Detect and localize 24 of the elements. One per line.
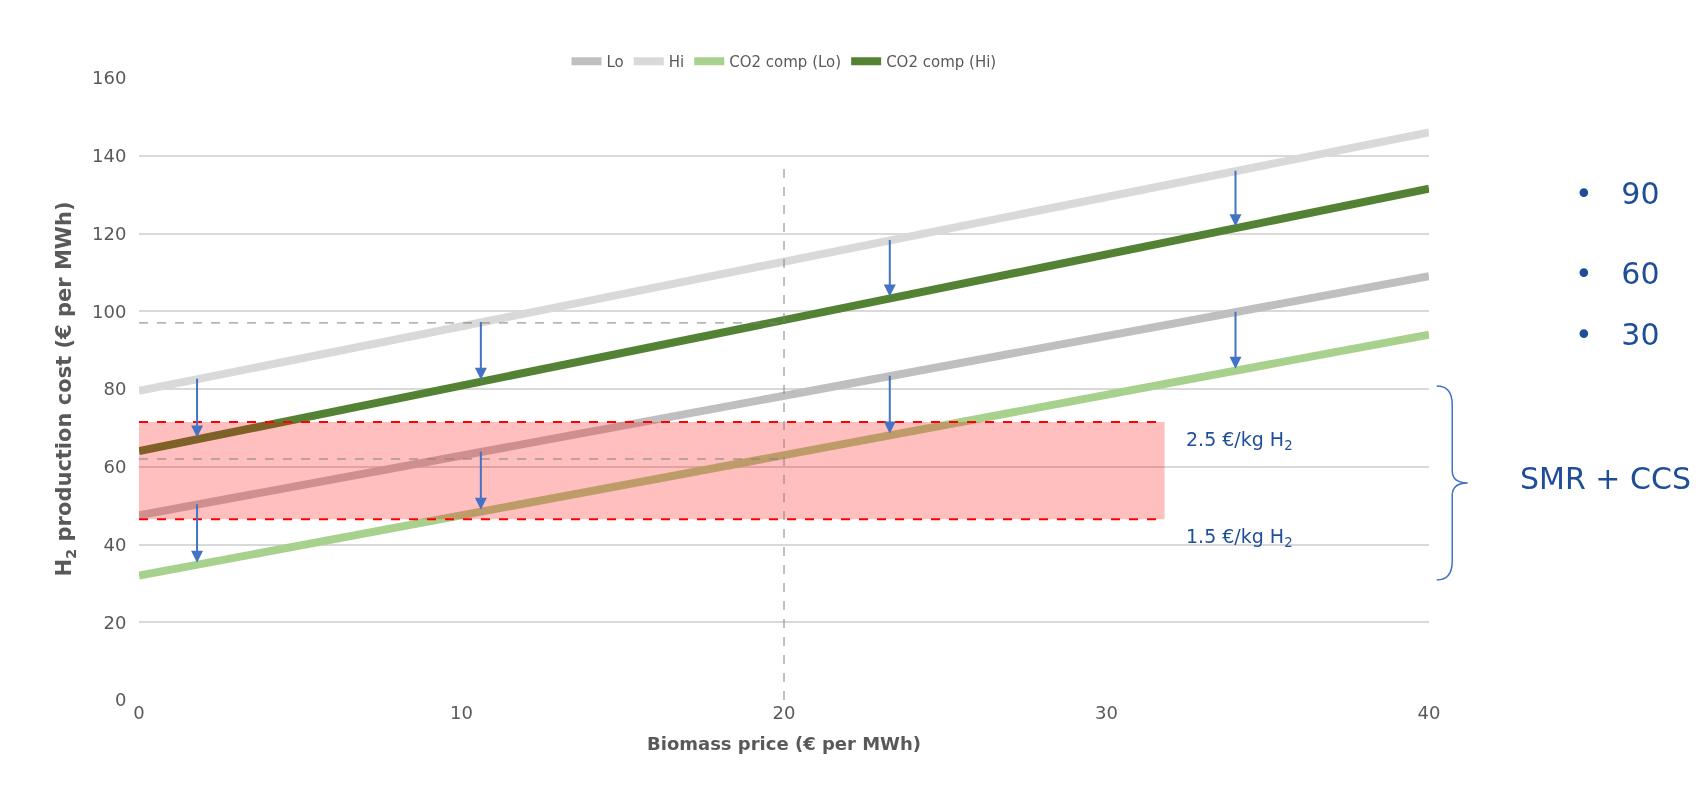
legend-label: Hi [668,53,685,72]
y-tick-label: 140 [92,145,127,167]
x-tick-label: 10 [450,702,473,723]
x-axis-title: Biomass price (€ per MWh) [647,733,921,755]
x-tick-label: 40 [1417,702,1441,723]
x-tick-label: 30 [1095,702,1118,723]
y-tick-label: 20 [103,611,127,633]
text: • 30 [1575,317,1660,352]
legend-label: CO2 comp (Hi) [886,53,997,72]
legend-label: CO2 comp (Lo) [729,53,842,72]
y-tick-label: 40 [103,533,127,555]
legend-label: Lo [606,53,624,72]
text: SMR + CCS [1520,461,1691,496]
text: • 90 [1575,176,1660,211]
y-tick-label: 80 [103,378,127,400]
y-tick-label: 100 [92,300,127,322]
ref-line-label: 2.5 €/kg H$_{2}$ [1186,428,1293,453]
y-tick-label: 60 [103,456,127,478]
y-tick-label: 120 [92,222,127,244]
text: • 60 [1575,256,1660,291]
band-label: 1.5 €/kg H$_{2}$ [1186,525,1293,550]
y-tick-label: 160 [92,67,127,89]
x-tick-label: 0 [133,702,145,723]
x-tick-label: 20 [772,702,796,723]
